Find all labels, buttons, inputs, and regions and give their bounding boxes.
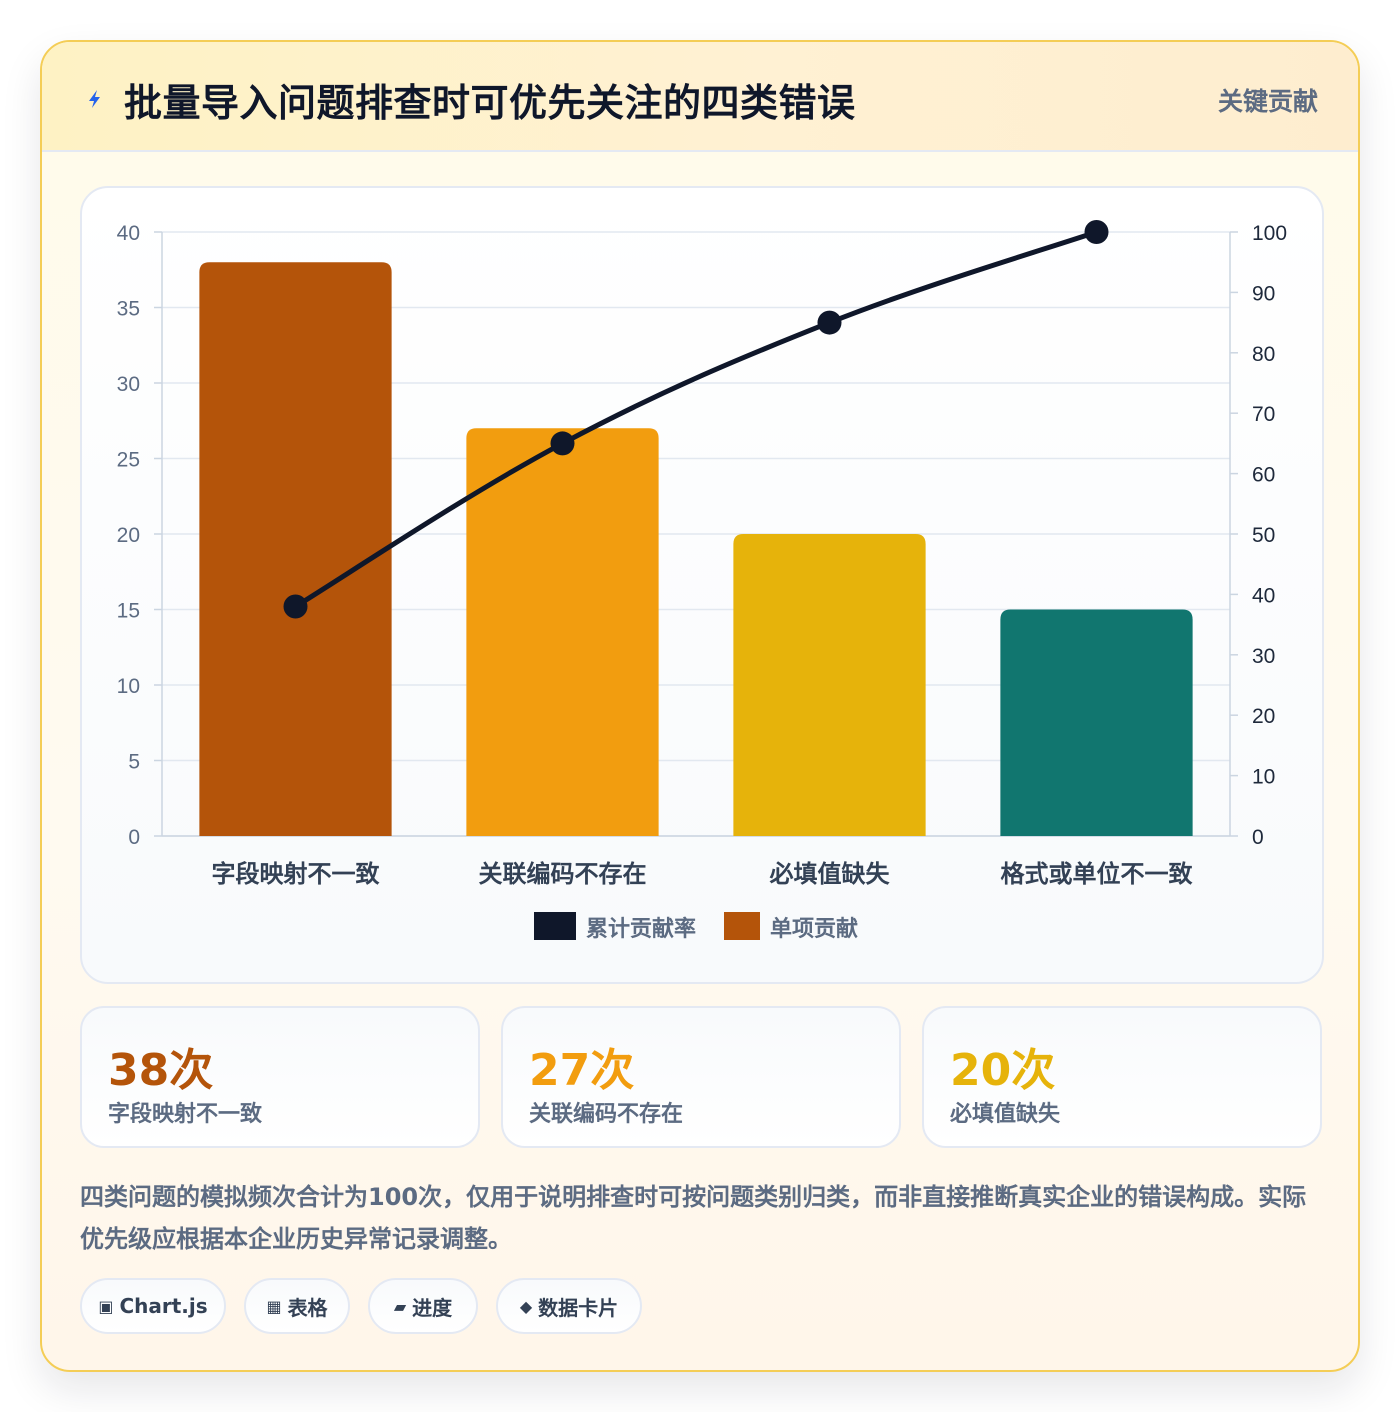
footnote: 四类问题的模拟频次合计为100次，仅用于说明排查时可按问题类别归类，而非直接推断… xyxy=(80,1183,1307,1253)
diamond-icon: ◆ xyxy=(519,1296,533,1316)
left-tick-label: 10 xyxy=(117,675,140,698)
right-tick-label: 30 xyxy=(1252,645,1275,668)
pareto-chart: 0 5 10 15 20 25 30 35 40 0 10 20 30 40 50 60 70 80 90 100 字段… xyxy=(117,220,1287,942)
right-tick-label: 90 xyxy=(1252,282,1275,305)
right-tick-label: 50 xyxy=(1252,524,1275,547)
right-tick-label: 40 xyxy=(1252,584,1275,607)
tag-label: 数据卡片 xyxy=(538,1295,619,1320)
left-tick-label: 0 xyxy=(128,826,140,849)
legend-label: 累计贡献率 xyxy=(586,916,696,942)
cumulative-point xyxy=(1084,220,1109,244)
tag-table[interactable]: ▦ 表格 xyxy=(244,1278,350,1334)
stat-card-missing-code: 27次 关联编码不存在 xyxy=(501,1006,901,1148)
bar xyxy=(466,428,659,836)
left-tick-label: 40 xyxy=(117,222,140,245)
right-tick-label: 80 xyxy=(1252,343,1275,366)
tag-label: 进度 xyxy=(412,1295,453,1320)
stat-value: 27次 xyxy=(529,1045,635,1096)
right-tick-label: 10 xyxy=(1252,766,1275,789)
tag-data-card[interactable]: ◆ 数据卡片 xyxy=(496,1278,642,1334)
card-header: 批量导入问题排查时可优先关注的四类错误 关键贡献 xyxy=(42,42,1358,152)
stat-label: 必填值缺失 xyxy=(950,1102,1061,1127)
bar xyxy=(733,534,926,836)
category-label: 关联编码不存在 xyxy=(479,860,647,888)
category-label: 字段映射不一致 xyxy=(212,860,381,888)
right-tick-label: 60 xyxy=(1252,464,1275,487)
right-tick-label: 0 xyxy=(1252,826,1264,849)
stat-label: 字段映射不一致 xyxy=(108,1102,263,1127)
cumulative-line xyxy=(293,229,1099,609)
left-tick-label: 15 xyxy=(117,600,140,623)
lightning-icon xyxy=(89,90,100,108)
cumulative-point xyxy=(817,310,842,335)
table-icon: ▦ xyxy=(266,1296,282,1316)
tag-label: Chart.js xyxy=(119,1294,208,1318)
stat-card-required-missing: 20次 必填值缺失 xyxy=(922,1006,1322,1148)
right-tick-label: 20 xyxy=(1252,705,1275,728)
left-tick-label: 35 xyxy=(117,298,140,321)
left-tick-label: 25 xyxy=(117,449,140,472)
page-title: 批量导入问题排查时可优先关注的四类错误 xyxy=(124,81,856,125)
chart-icon: ▣ xyxy=(98,1296,114,1316)
stat-value: 38次 xyxy=(108,1045,214,1096)
category-label: 格式或单位不一致 xyxy=(1001,860,1194,888)
bar xyxy=(1000,609,1193,836)
cumulative-point xyxy=(550,431,575,456)
right-tick-label: 70 xyxy=(1252,403,1275,426)
key-contribution-badge: 关键贡献 xyxy=(1217,87,1318,116)
legend-label: 单项贡献 xyxy=(770,916,858,942)
category-label: 必填值缺失 xyxy=(770,860,891,888)
tag-progress[interactable]: ▰ 进度 xyxy=(368,1278,478,1334)
tag-label: 表格 xyxy=(287,1295,328,1320)
legend-swatch xyxy=(534,912,576,940)
progress-icon: ▰ xyxy=(393,1296,407,1316)
left-tick-label: 5 xyxy=(128,751,140,774)
stat-value: 20次 xyxy=(950,1045,1056,1096)
chart-card: 批量导入问题排查时可优先关注的四类错误 关键贡献 0 5 10 15 20 25 30 35 4… xyxy=(40,40,1360,1372)
stat-card-field-mapping: 38次 字段映射不一致 xyxy=(80,1006,480,1148)
cumulative-point xyxy=(283,594,308,619)
left-tick-label: 30 xyxy=(117,373,140,396)
tag-chartjs[interactable]: ▣ Chart.js xyxy=(80,1278,226,1334)
bar xyxy=(199,262,392,836)
legend-swatch xyxy=(724,912,760,940)
right-tick-label: 100 xyxy=(1252,222,1287,245)
stat-label: 关联编码不存在 xyxy=(529,1102,684,1127)
left-tick-label: 20 xyxy=(117,524,140,547)
chart-panel: 0 5 10 15 20 25 30 35 40 0 10 20 30 40 50 60 70 80 90 100 字段… xyxy=(80,186,1324,984)
